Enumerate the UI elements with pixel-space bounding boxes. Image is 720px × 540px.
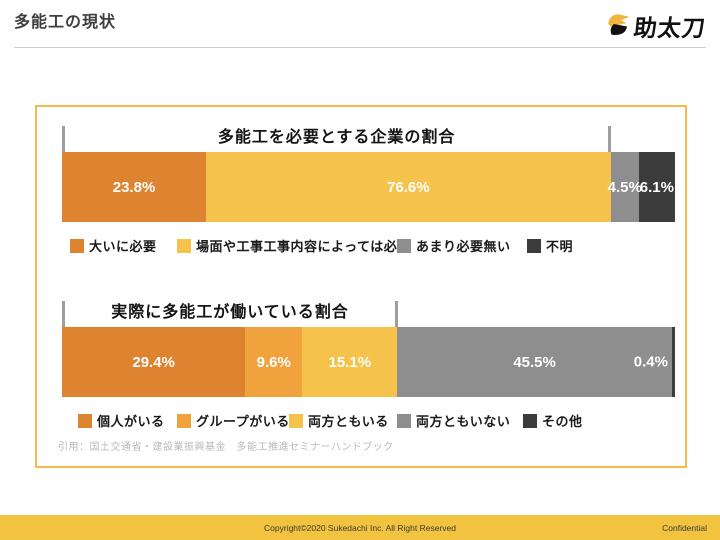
- legend-label: その他: [542, 414, 583, 429]
- legend-swatch: [397, 238, 411, 253]
- source-citation: 引用：国土交通省・建設業振興基金 多能工推進セミナーハンドブック: [58, 442, 394, 453]
- bar-segment: 76.6%: [206, 152, 611, 222]
- bar-segment: 0.4%: [634, 327, 675, 397]
- copyright-text: Copyright©2020 Sukedachi Inc. All Right …: [264, 522, 456, 533]
- segment-value: 23.8%: [112, 178, 156, 196]
- legend-swatch: [78, 413, 92, 428]
- chart-title: 実際に多能工が働いている割合: [111, 304, 349, 321]
- charts-panel: 多能工を必要とする企業の割合 23.8% 76.6% 4.5% 6.1%: [35, 105, 687, 468]
- logo: 助太刀: [605, 9, 708, 43]
- legend: 大いに必要 場面や工事工事内容によっては必要 あまり必要無い 不明: [37, 236, 685, 255]
- confidential-label: Confidential: [662, 522, 707, 533]
- legend-label: 場面や工事工事内容によっては必要: [196, 239, 411, 254]
- chart-actual-header: 実際に多能工が働いている割合: [62, 296, 675, 327]
- bar-segment: 4.5%: [607, 152, 642, 222]
- legend-label: 個人がいる: [97, 414, 165, 429]
- legend-label: グループがいる: [196, 414, 290, 429]
- legend-item: 場面や工事工事内容によっては必要: [177, 236, 411, 255]
- axis-tick-left: [62, 301, 65, 327]
- stacked-bar: 29.4% 9.6% 15.1% 45.5% 0.4%: [62, 327, 675, 397]
- segment-value: 15.1%: [328, 353, 372, 371]
- segment-value: 0.4%: [633, 353, 668, 371]
- chart-demand: 多能工を必要とする企業の割合 23.8% 76.6% 4.5% 6.1%: [37, 121, 685, 255]
- logo-text: 助太刀: [632, 15, 708, 41]
- bar-segment: 6.1%: [638, 152, 675, 222]
- legend-swatch: [70, 238, 84, 253]
- legend-label: 大いに必要: [89, 239, 157, 254]
- segment-value: 29.4%: [132, 353, 175, 371]
- legend-swatch: [523, 413, 537, 428]
- legend-item: グループがいる: [177, 411, 290, 430]
- legend-label: 不明: [546, 239, 574, 254]
- axis-tick-right: [608, 126, 612, 152]
- chart-actual: 実際に多能工が働いている割合 29.4% 9.6% 15.1% 45.5% 0.…: [37, 296, 685, 430]
- legend-swatch: [289, 413, 303, 428]
- legend-swatch: [177, 413, 191, 428]
- legend-item: あまり必要無い: [397, 236, 511, 255]
- segment-value: 4.5%: [607, 178, 642, 196]
- slide-header: 多能工の現状 助太刀: [0, 0, 720, 43]
- chart-demand-header: 多能工を必要とする企業の割合: [62, 121, 675, 152]
- legend-item: 両方ともいない: [397, 411, 510, 430]
- bar-segment: 23.8%: [62, 152, 207, 222]
- axis-tick-left: [62, 126, 65, 152]
- bar-segment: 45.5%: [397, 327, 672, 397]
- logo-mark-icon: [605, 11, 631, 42]
- segment-value: 6.1%: [639, 178, 674, 196]
- segment-value: 45.5%: [513, 353, 556, 371]
- legend-swatch: [527, 238, 541, 253]
- segment-value: 76.6%: [387, 178, 430, 196]
- page-title: 多能工の現状: [14, 14, 117, 31]
- legend-item: その他: [523, 411, 583, 430]
- header-divider: [14, 47, 706, 48]
- legend-label: あまり必要無い: [416, 239, 511, 254]
- legend-swatch: [397, 413, 411, 428]
- legend-item: 不明: [527, 236, 573, 255]
- bar-segment: 29.4%: [62, 327, 246, 397]
- legend-item: 両方ともいる: [289, 411, 389, 430]
- stacked-bar: 23.8% 76.6% 4.5% 6.1%: [62, 152, 675, 222]
- bar-segment: 15.1%: [302, 327, 398, 397]
- chart-title: 多能工を必要とする企業の割合: [217, 129, 456, 146]
- legend-label: 両方ともいる: [308, 414, 389, 429]
- axis-tick-right: [394, 301, 398, 327]
- legend-item: 大いに必要: [70, 236, 157, 255]
- segment-value: 9.6%: [256, 353, 291, 371]
- legend-swatch: [177, 238, 191, 253]
- legend-item: 個人がいる: [78, 411, 165, 430]
- bar-segment: 9.6%: [245, 327, 303, 397]
- slide-footer: Copyright©2020 Sukedachi Inc. All Right …: [0, 515, 720, 540]
- legend-label: 両方ともいない: [416, 414, 511, 429]
- legend: 個人がいる グループがいる 両方ともいる 両方ともいない その他: [37, 411, 685, 430]
